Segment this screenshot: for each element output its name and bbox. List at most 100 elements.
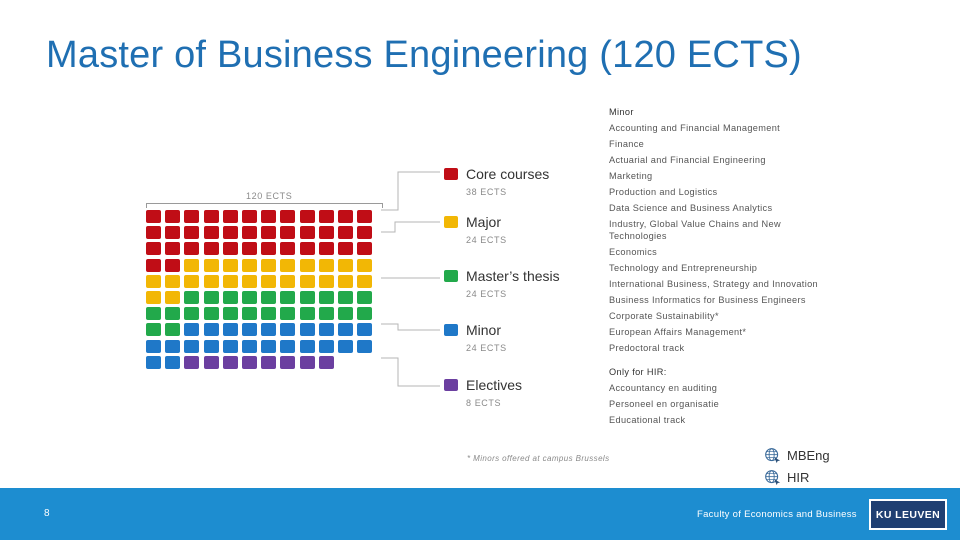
ects-cell-core [222,226,238,240]
ects-cell-core [222,210,238,223]
major-label: Major [466,214,502,230]
ects-cell-minor [280,323,296,337]
globe-icon [765,470,781,486]
ects-cell-core [357,210,373,223]
ects-cell-thesis [280,307,296,321]
legend-label: MBEng [787,448,830,463]
ects-cell-minor [222,339,238,353]
ects-cell-thesis [299,290,315,304]
minor-item: Data Science and Business Analytics [609,203,773,213]
ects-cell-thesis [261,307,277,321]
ects-cell-core [299,210,315,223]
ects-cell-electives [241,355,257,369]
ects-cell-minor [165,355,181,369]
ects-cell-minor [184,323,200,337]
ects-cell-thesis [184,307,200,321]
ects-cell-core [261,226,277,240]
electives-swatch [444,379,458,391]
ects-cell-core [318,210,334,223]
ects-cell-major [318,274,334,288]
ects-cell-minor [165,339,181,353]
ects-cell-core [222,242,238,256]
ects-cell-electives [184,355,200,369]
ects-cell-core [146,210,161,223]
ects-cell-minor [222,323,238,337]
ects-cell-minor [261,323,277,337]
ects-cell-core [241,242,257,256]
ects-cell-core [299,226,315,240]
faculty-name: Faculty of Economics and Business [697,509,857,520]
logo-text: KU LEUVEN [875,508,941,521]
page-number: 8 [44,508,50,519]
core-ects: 38 ECTS [466,187,507,197]
ects-cell-core [241,226,257,240]
ects-cell-core [241,210,257,223]
electives-label: Electives [466,377,523,393]
ects-cell-core [165,258,181,272]
ects-cell-core [318,226,334,240]
minor-item: Economics [609,247,658,257]
ku-leuven-logo: KU LEUVEN [869,499,947,530]
core-label: Core courses [466,166,550,182]
connector-electives [381,357,440,387]
ects-cell-core [318,242,334,256]
ects-cell-electives [261,355,277,369]
minor-item: Predoctoral track [609,343,685,353]
ects-cell-major [184,274,200,288]
ects-cell-minor [299,339,315,353]
ects-cell-core [184,210,200,223]
ects-cell-electives [280,355,296,369]
ects-cell-electives [299,355,315,369]
ects-cell-major [165,274,181,288]
ects-cell-core [299,242,315,256]
ects-cell-major [280,274,296,288]
ects-cell-electives [222,355,238,369]
connector-minor [381,323,440,331]
ects-cell-major [222,274,238,288]
minor-label: Minor [466,322,502,338]
ects-cell-minor [261,339,277,353]
ects-cell-thesis [165,323,181,337]
ects-cell-thesis [357,290,373,304]
legend-mbeng: MBEng [764,447,830,464]
hir-heading: Only for HIR: [609,367,667,377]
ects-cell-electives [203,355,219,369]
ects-cell-major [299,274,315,288]
electives-ects: 8 ECTS [466,398,502,408]
major-ects: 24 ECTS [466,235,507,245]
ects-cell-minor [146,355,161,369]
ects-cell-core [337,210,353,223]
ects-cell-minor [146,339,161,353]
ects-cell-core [357,226,373,240]
minor-swatch [444,324,458,336]
ects-cell-minor [241,339,257,353]
ects-cell-minor [337,339,353,353]
ects-cell-core [337,226,353,240]
ects-cell-major [241,274,257,288]
minor-item: Production and Logistics [609,187,718,197]
ects-cell-thesis [241,307,257,321]
ects-cell-core [203,210,219,223]
ects-cell-core [280,210,296,223]
ects-cell-core [146,226,161,240]
ects-cell-major [222,258,238,272]
ects-cell-minor [203,339,219,353]
ects-cell-major [318,258,334,272]
grid-bracket [146,203,383,208]
ects-cell-minor [357,339,373,353]
ects-cell-thesis [337,290,353,304]
thesis-label: Master’s thesis [466,268,560,284]
minor-item: Marketing [609,171,653,181]
minor-item: Industry, Global Value Chains and New Te… [609,219,781,241]
ects-cell-core [337,242,353,256]
ects-cell-minor [241,323,257,337]
ects-cell-core [203,242,219,256]
ects-cell-electives [318,355,334,369]
ects-cell-major [337,274,353,288]
minor-ects: 24 ECTS [466,343,507,353]
ects-cell-minor [280,339,296,353]
ects-cell-core [203,226,219,240]
ects-cell-major [261,258,277,272]
hir-item: Educational track [609,415,686,425]
